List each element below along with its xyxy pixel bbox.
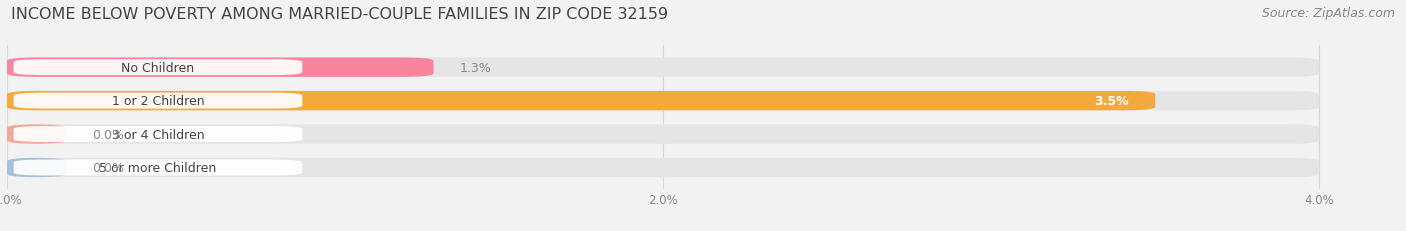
FancyBboxPatch shape: [14, 93, 302, 109]
FancyBboxPatch shape: [7, 158, 66, 177]
FancyBboxPatch shape: [7, 58, 1319, 78]
Text: 0.0%: 0.0%: [93, 128, 124, 141]
FancyBboxPatch shape: [14, 160, 302, 176]
FancyBboxPatch shape: [7, 58, 433, 78]
Text: 3 or 4 Children: 3 or 4 Children: [111, 128, 204, 141]
Text: Source: ZipAtlas.com: Source: ZipAtlas.com: [1261, 7, 1395, 20]
FancyBboxPatch shape: [7, 91, 1156, 111]
Text: 1.3%: 1.3%: [460, 61, 492, 74]
FancyBboxPatch shape: [7, 125, 66, 144]
Text: 5 or more Children: 5 or more Children: [100, 161, 217, 174]
FancyBboxPatch shape: [14, 60, 302, 76]
Text: 3.5%: 3.5%: [1094, 95, 1129, 108]
FancyBboxPatch shape: [14, 127, 302, 142]
Text: 0.0%: 0.0%: [93, 161, 124, 174]
Text: No Children: No Children: [121, 61, 194, 74]
FancyBboxPatch shape: [7, 158, 1319, 177]
FancyBboxPatch shape: [7, 91, 1319, 111]
Text: INCOME BELOW POVERTY AMONG MARRIED-COUPLE FAMILIES IN ZIP CODE 32159: INCOME BELOW POVERTY AMONG MARRIED-COUPL…: [11, 7, 668, 22]
FancyBboxPatch shape: [7, 125, 1319, 144]
Text: 1 or 2 Children: 1 or 2 Children: [111, 95, 204, 108]
